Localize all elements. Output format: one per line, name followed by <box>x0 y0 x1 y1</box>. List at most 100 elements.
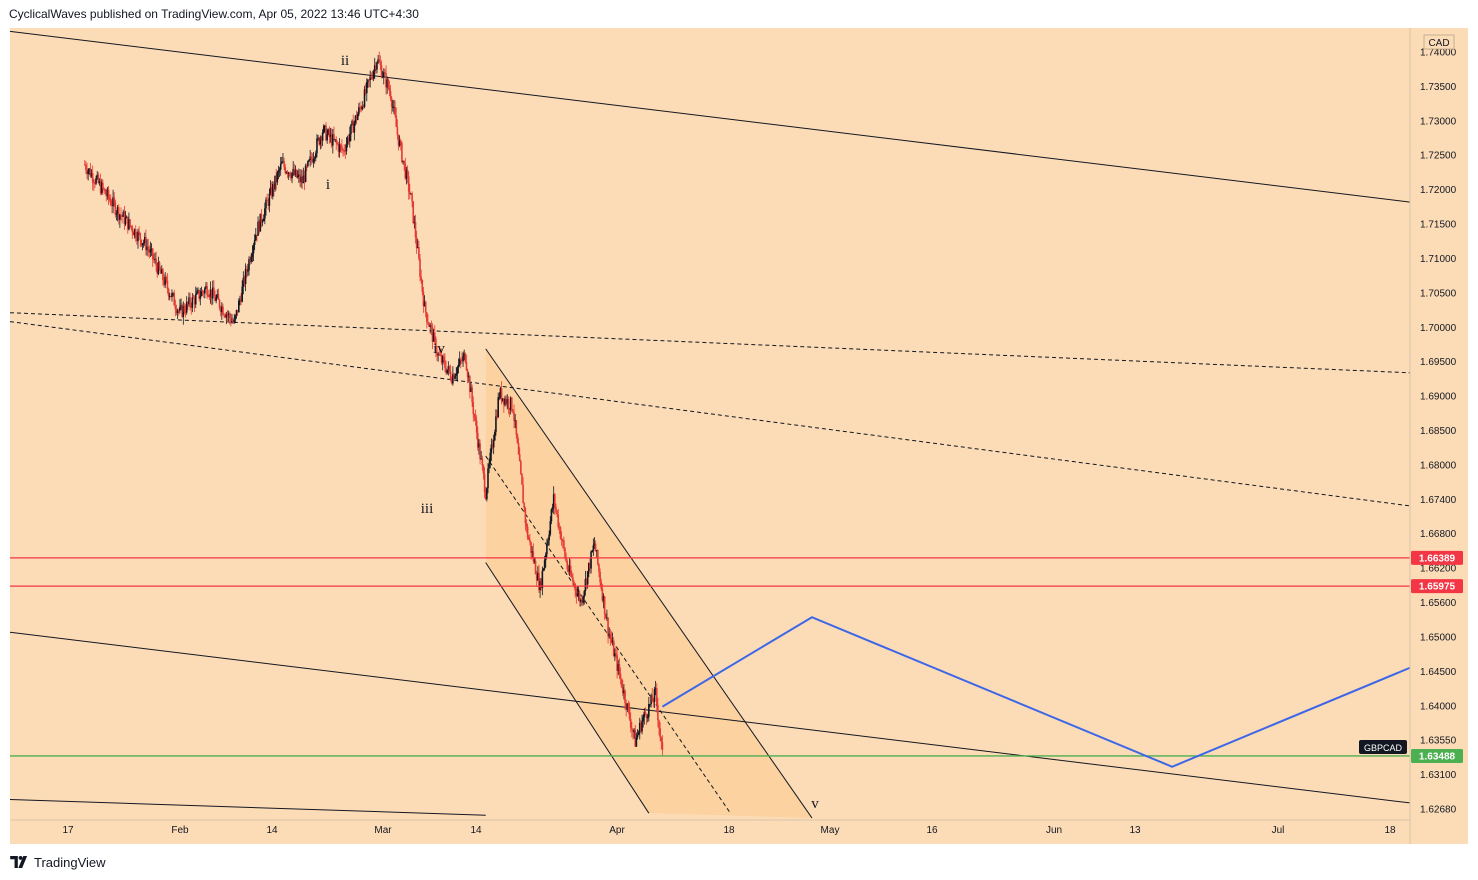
candle-body <box>510 397 513 411</box>
candle-body <box>565 557 567 562</box>
candle-body <box>649 704 651 706</box>
projection-path[interactable] <box>661 616 1411 768</box>
candle-body <box>479 443 481 460</box>
candle-body <box>352 121 355 133</box>
candle-body <box>224 315 227 318</box>
candle-body <box>319 137 322 145</box>
candle-body <box>657 704 659 721</box>
candle-body <box>145 236 147 251</box>
candle-body <box>580 600 582 603</box>
candle-body <box>428 323 430 327</box>
candle-body <box>589 562 591 569</box>
candle-body <box>207 294 210 297</box>
candle-body <box>330 134 333 146</box>
candle-body <box>629 718 632 728</box>
candle-body <box>533 560 536 562</box>
candle-body <box>293 168 296 175</box>
candle-body <box>637 731 640 735</box>
candle-body <box>356 114 359 120</box>
candle-body <box>111 205 113 207</box>
candle-body <box>593 543 596 546</box>
price-tick-label: 1.65600 <box>1420 598 1457 609</box>
candle-body <box>123 211 126 225</box>
trendline-upper-channel <box>9 30 1411 203</box>
candle-body <box>498 396 501 398</box>
candle-body <box>139 233 142 240</box>
candle-body <box>313 157 316 159</box>
candle-body <box>223 314 225 316</box>
candle-body <box>584 579 587 592</box>
candle-body <box>659 728 661 738</box>
candle-body <box>174 305 177 310</box>
candle-body <box>239 299 241 301</box>
candle-body <box>380 65 383 78</box>
candle-body <box>94 182 96 184</box>
currency-label: CAD <box>1428 38 1449 49</box>
candle-body <box>192 297 195 299</box>
candle-body <box>102 182 104 189</box>
candle-body <box>326 133 328 141</box>
candle-body <box>512 410 514 413</box>
candle-body <box>117 207 120 220</box>
candle-body <box>555 506 557 511</box>
candle-body <box>577 592 580 594</box>
candle-body <box>181 304 183 317</box>
candle-body <box>625 703 627 710</box>
candle-body <box>470 387 472 392</box>
candle-body <box>573 582 575 585</box>
candle-body <box>433 332 436 339</box>
candle-body <box>200 290 203 297</box>
time-tick-label: Feb <box>171 825 189 836</box>
candle-body <box>150 248 153 250</box>
candle-body <box>338 144 341 152</box>
time-axis[interactable]: 17 Feb 14 Mar 14 Apr 18 May 16 Jun 13 Jul 18 <box>62 825 1396 836</box>
candle-body <box>363 89 366 107</box>
candle-body <box>457 364 460 368</box>
candle-body <box>274 175 276 190</box>
candle-body <box>121 215 123 217</box>
candle-body <box>222 306 224 315</box>
candle-body <box>395 115 398 127</box>
candle-body <box>529 539 531 542</box>
wave-label-iv: iv <box>433 341 445 357</box>
candle-body <box>472 402 475 415</box>
trendline-down-channel-mid <box>485 455 731 814</box>
candle-body <box>281 161 283 164</box>
candle-body <box>290 176 292 179</box>
price-tick-label: 1.65000 <box>1420 632 1457 643</box>
candle-body <box>503 398 505 405</box>
candle-body <box>96 174 99 178</box>
candle-body <box>284 166 287 173</box>
candle-body <box>311 159 314 163</box>
trendline-bottom-line <box>9 799 486 816</box>
candle-body <box>424 301 427 313</box>
candle-body <box>305 165 308 167</box>
price-tick-label: 1.69000 <box>1420 392 1457 403</box>
candle-body <box>455 374 458 376</box>
candle-body <box>452 374 454 384</box>
candle-body <box>496 416 498 418</box>
candle-body <box>188 297 190 305</box>
candle-body <box>345 143 348 152</box>
candle-body <box>480 458 482 460</box>
candle-body <box>602 596 605 601</box>
candle-body <box>531 551 533 553</box>
candle-body <box>308 160 310 162</box>
candle-body <box>243 277 246 285</box>
candle-body <box>447 366 450 370</box>
candle-body <box>124 217 127 225</box>
tradingview-footer[interactable]: TradingView <box>10 853 106 871</box>
price-axis[interactable]: 1.74000 1.73500 1.73000 1.72500 1.72000 1.715… <box>1420 48 1457 816</box>
candle-body <box>559 527 562 539</box>
candle-body <box>654 688 657 690</box>
candle-body <box>375 65 377 70</box>
wave-label-iii: iii <box>421 501 434 517</box>
candle-body <box>522 484 524 504</box>
candle-body <box>175 309 178 313</box>
candle-body <box>636 734 639 738</box>
time-tick-label: 14 <box>470 825 482 836</box>
candle-body <box>328 129 331 138</box>
candle-body <box>148 249 151 253</box>
candle-body <box>259 213 262 232</box>
